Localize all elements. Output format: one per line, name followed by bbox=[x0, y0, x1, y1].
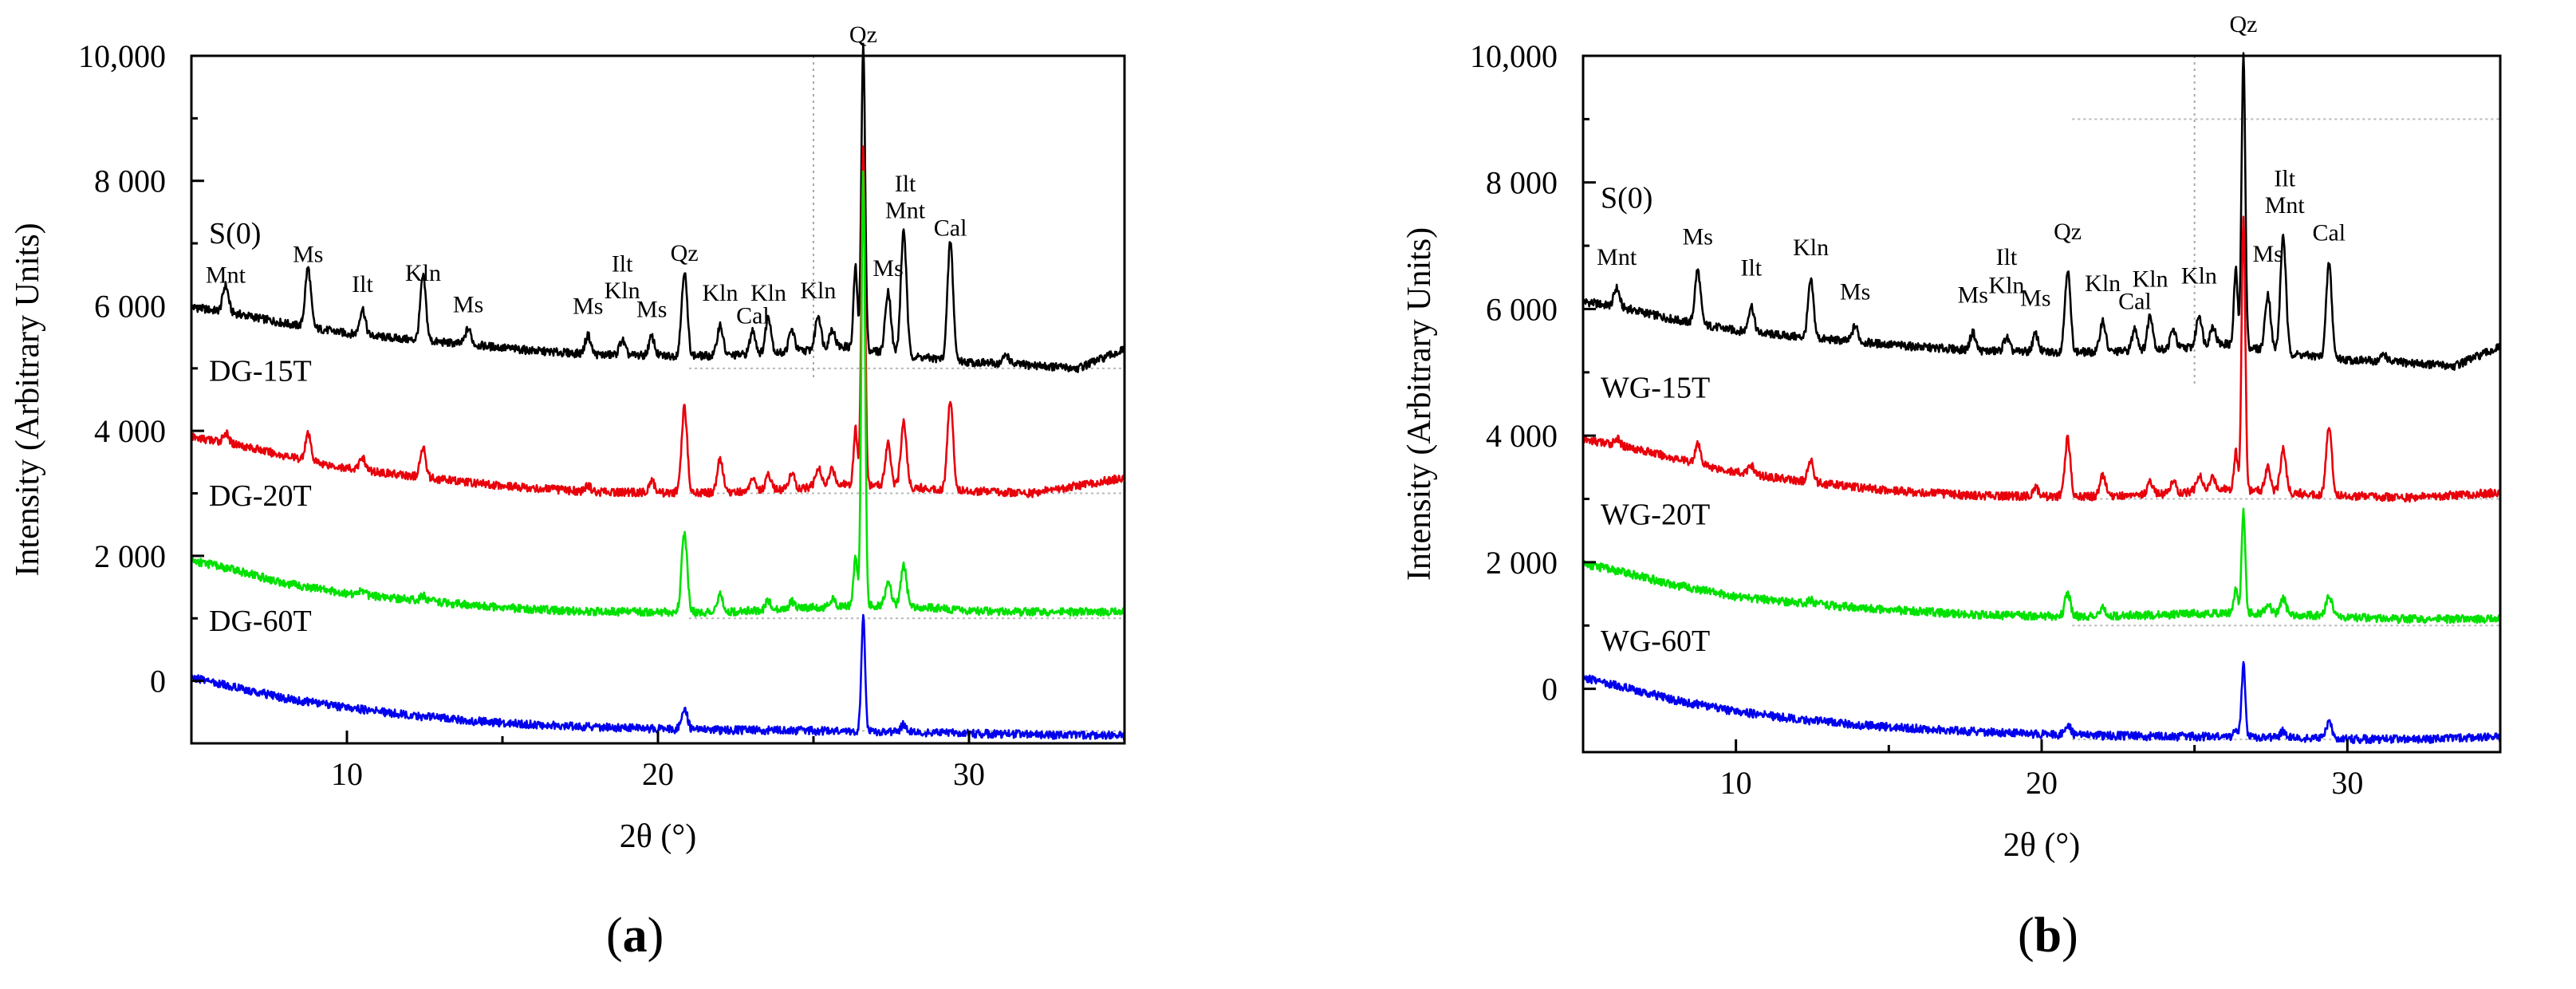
x-tick-label: 20 bbox=[642, 756, 674, 792]
y-tick-label: 6 000 bbox=[94, 288, 166, 324]
y-tick-label: 2 000 bbox=[1486, 545, 1558, 581]
x-axis-label: 2θ (°) bbox=[620, 818, 696, 855]
peak-label: Kln bbox=[2085, 270, 2121, 297]
peak-label: Ms bbox=[453, 291, 483, 317]
series-line-DG-20T bbox=[190, 170, 1126, 617]
y-tick-label: 0 bbox=[150, 664, 166, 699]
series-line-DG-15T bbox=[190, 145, 1126, 498]
series-line-DG-60T bbox=[190, 613, 1126, 741]
series-label: S(0) bbox=[1601, 181, 1652, 215]
peak-label: Kln bbox=[405, 260, 441, 286]
series-line-S(0) bbox=[1581, 52, 2502, 371]
xrd-chart-b: S(0) WG-15T WG-20T WG-60T 0 2 000 4 000 6 000 8 … bbox=[1401, 11, 2502, 864]
peak-label: Ilt bbox=[2274, 165, 2295, 191]
y-tick-label: 10,000 bbox=[1470, 38, 1558, 74]
peak-label: Ms bbox=[293, 242, 323, 268]
y-tick-label: 4 000 bbox=[94, 413, 166, 449]
series-label: DG-20T bbox=[209, 479, 312, 513]
peak-label: Ilt bbox=[895, 171, 916, 197]
peak-label: Ms bbox=[2252, 241, 2283, 267]
peak-label: Kln bbox=[2133, 266, 2168, 293]
peak-label: Kln bbox=[750, 280, 786, 306]
peak-label: Qz bbox=[2054, 219, 2082, 245]
peak-label: Ilt bbox=[1996, 244, 2018, 270]
peak-label: Ilt bbox=[612, 250, 633, 277]
series-label: WG-20T bbox=[1601, 498, 1710, 531]
series-label: WG-15T bbox=[1601, 372, 1710, 405]
series-line-WG-15T bbox=[1581, 215, 2502, 503]
peak-label: Ms bbox=[636, 297, 667, 323]
peak-label: Qz bbox=[2230, 11, 2258, 37]
peak-label: Ms bbox=[1840, 279, 1870, 305]
y-tick-label: 6 000 bbox=[1486, 291, 1558, 327]
plot-frame bbox=[190, 54, 1126, 745]
peak-label: Cal bbox=[2312, 220, 2346, 246]
x-tick-label: 10 bbox=[331, 756, 363, 792]
series-label: S(0) bbox=[209, 217, 261, 250]
peak-label: Ms bbox=[573, 294, 603, 320]
chart-panel-b: S(0) WG-15T WG-20T WG-60T 0 2 000 4 000 6 000 8 … bbox=[1288, 0, 2576, 989]
peak-label: Ms bbox=[872, 255, 903, 282]
y-tick-label: 0 bbox=[1542, 672, 1558, 707]
peak-label: Ilt bbox=[352, 271, 373, 297]
series-line-S(0) bbox=[190, 42, 1126, 373]
peak-label: Mnt bbox=[2265, 192, 2306, 219]
series-label: DG-15T bbox=[209, 354, 312, 388]
x-tick-label: 30 bbox=[953, 756, 985, 792]
peak-label: Ms bbox=[2020, 285, 2050, 311]
series-line-WG-60T bbox=[1581, 660, 2502, 744]
peak-label: Kln bbox=[605, 278, 640, 304]
peak-label: Mnt bbox=[1597, 244, 1637, 270]
peak-label: Kln bbox=[1988, 273, 2024, 299]
x-tick-label: 10 bbox=[1720, 765, 1752, 801]
plot-frame bbox=[1581, 54, 2502, 754]
chart-panel-a: S(0) DG-15T DG-20T DG-60T 0 2 000 4 000 6 000 8 … bbox=[10, 22, 1126, 963]
series-label: DG-60T bbox=[209, 605, 312, 638]
peak-label: Kln bbox=[2181, 263, 2217, 290]
xrd-chart-a: S(0) DG-15T DG-20T DG-60T 0 2 000 4 000 6 000 8 … bbox=[10, 22, 1126, 855]
peak-label: Kln bbox=[703, 280, 739, 306]
peak-label: Mnt bbox=[206, 262, 246, 288]
peak-label: Mnt bbox=[885, 198, 926, 224]
x-tick-label: 30 bbox=[2331, 765, 2363, 801]
series-label: WG-60T bbox=[1601, 625, 1710, 658]
peak-label: Ms bbox=[1683, 224, 1713, 250]
peak-label: Cal bbox=[934, 215, 967, 242]
peak-label: Ms bbox=[1958, 282, 1988, 309]
panel-caption-b: (b) bbox=[2018, 908, 2078, 963]
x-axis-label: 2θ (°) bbox=[2003, 827, 2080, 864]
y-axis-label: Intensity (Arbitrary Units) bbox=[1401, 227, 1438, 581]
y-tick-label: 10,000 bbox=[78, 38, 166, 74]
y-tick-label: 4 000 bbox=[1486, 418, 1558, 454]
peak-label: Qz bbox=[849, 22, 877, 48]
x-tick-label: 20 bbox=[2026, 765, 2058, 801]
y-tick-label: 8 000 bbox=[1486, 165, 1558, 201]
y-axis-label: Intensity (Arbitrary Units) bbox=[10, 223, 46, 576]
peak-label: Ilt bbox=[1740, 254, 1762, 281]
y-tick-label: 2 000 bbox=[94, 538, 166, 574]
series-line-WG-20T bbox=[1581, 507, 2502, 625]
peak-label: Qz bbox=[671, 240, 699, 266]
peak-label: Kln bbox=[1793, 234, 1829, 261]
peak-label: Cal bbox=[2118, 288, 2152, 314]
peak-label: Cal bbox=[736, 302, 770, 329]
panel-caption-a: (a) bbox=[606, 908, 664, 963]
y-tick-label: 8 000 bbox=[94, 164, 166, 199]
peak-label: Kln bbox=[800, 278, 836, 304]
